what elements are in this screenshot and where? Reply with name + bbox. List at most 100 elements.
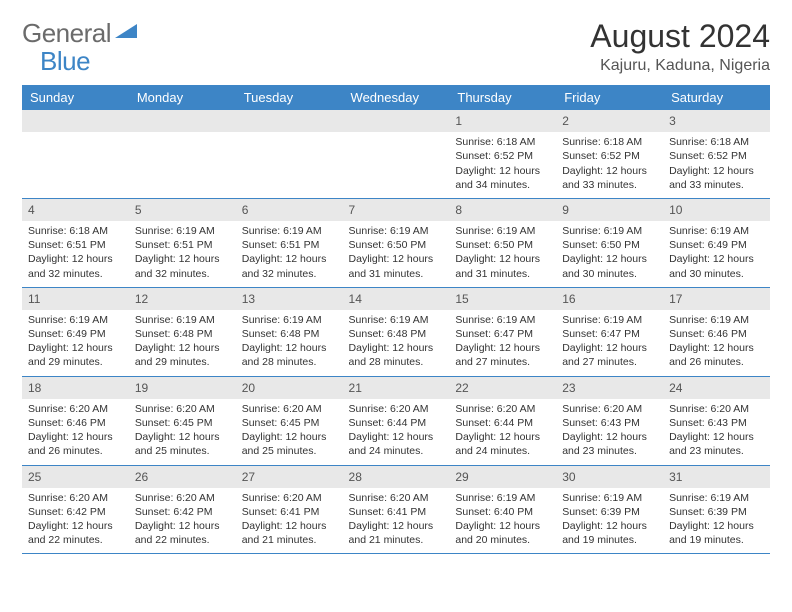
calendar-day-cell: 29Sunrise: 6:19 AMSunset: 6:40 PMDayligh…: [449, 465, 556, 554]
day-number: 18: [22, 377, 129, 399]
calendar-body: 1 Sunrise: 6:18 AMSunset: 6:52 PMDaylight…: [22, 110, 770, 554]
day-content: Sunrise: 6:20 AMSunset: 6:44 PMDaylight:…: [343, 399, 450, 465]
day-content: Sunrise: 6:19 AMSunset: 6:49 PMDaylight:…: [22, 310, 129, 376]
calendar-day-cell: 12Sunrise: 6:19 AMSunset: 6:48 PMDayligh…: [129, 287, 236, 376]
day-number: 10: [663, 199, 770, 221]
day-number: 8: [449, 199, 556, 221]
day-number: 25: [22, 466, 129, 488]
day-number: 7: [343, 199, 450, 221]
day-number: 14: [343, 288, 450, 310]
day-number: 2: [556, 110, 663, 132]
calendar-day-cell: 8Sunrise: 6:19 AMSunset: 6:50 PMDaylight…: [449, 198, 556, 287]
day-content: Sunrise: 6:20 AMSunset: 6:42 PMDaylight:…: [22, 488, 129, 554]
day-number: 12: [129, 288, 236, 310]
day-number: 23: [556, 377, 663, 399]
day-number: 30: [556, 466, 663, 488]
calendar-week-row: 25Sunrise: 6:20 AMSunset: 6:42 PMDayligh…: [22, 465, 770, 554]
day-number: 6: [236, 199, 343, 221]
logo: General: [22, 18, 139, 49]
day-content: Sunrise: 6:19 AMSunset: 6:48 PMDaylight:…: [343, 310, 450, 376]
day-content: Sunrise: 6:19 AMSunset: 6:39 PMDaylight:…: [556, 488, 663, 554]
day-header: Friday: [556, 85, 663, 110]
calendar-day-cell: 20Sunrise: 6:20 AMSunset: 6:45 PMDayligh…: [236, 376, 343, 465]
day-number: 17: [663, 288, 770, 310]
calendar-week-row: 11Sunrise: 6:19 AMSunset: 6:49 PMDayligh…: [22, 287, 770, 376]
calendar-day-cell: 26Sunrise: 6:20 AMSunset: 6:42 PMDayligh…: [129, 465, 236, 554]
day-number: 21: [343, 377, 450, 399]
calendar-day-cell: [343, 110, 450, 198]
day-content: Sunrise: 6:20 AMSunset: 6:43 PMDaylight:…: [663, 399, 770, 465]
day-content: Sunrise: 6:19 AMSunset: 6:39 PMDaylight:…: [663, 488, 770, 554]
calendar-day-cell: 11Sunrise: 6:19 AMSunset: 6:49 PMDayligh…: [22, 287, 129, 376]
day-content: Sunrise: 6:20 AMSunset: 6:41 PMDaylight:…: [343, 488, 450, 554]
day-content: Sunrise: 6:20 AMSunset: 6:43 PMDaylight:…: [556, 399, 663, 465]
day-content: Sunrise: 6:20 AMSunset: 6:46 PMDaylight:…: [22, 399, 129, 465]
calendar-day-cell: 23Sunrise: 6:20 AMSunset: 6:43 PMDayligh…: [556, 376, 663, 465]
day-number: 19: [129, 377, 236, 399]
day-number: 16: [556, 288, 663, 310]
day-number: 5: [129, 199, 236, 221]
day-content: Sunrise: 6:18 AMSunset: 6:51 PMDaylight:…: [22, 221, 129, 287]
day-header: Saturday: [663, 85, 770, 110]
day-content: Sunrise: 6:19 AMSunset: 6:48 PMDaylight:…: [129, 310, 236, 376]
day-content: Sunrise: 6:19 AMSunset: 6:48 PMDaylight:…: [236, 310, 343, 376]
day-content: Sunrise: 6:19 AMSunset: 6:49 PMDaylight:…: [663, 221, 770, 287]
day-header: Monday: [129, 85, 236, 110]
day-content: Sunrise: 6:20 AMSunset: 6:44 PMDaylight:…: [449, 399, 556, 465]
day-content: Sunrise: 6:19 AMSunset: 6:46 PMDaylight:…: [663, 310, 770, 376]
calendar-day-cell: 25Sunrise: 6:20 AMSunset: 6:42 PMDayligh…: [22, 465, 129, 554]
calendar-day-cell: 17Sunrise: 6:19 AMSunset: 6:46 PMDayligh…: [663, 287, 770, 376]
logo-triangle-icon: [115, 22, 137, 45]
empty-day: [22, 110, 129, 132]
location: Kajuru, Kaduna, Nigeria: [590, 57, 770, 75]
calendar-day-cell: 19Sunrise: 6:20 AMSunset: 6:45 PMDayligh…: [129, 376, 236, 465]
day-number: 3: [663, 110, 770, 132]
calendar-day-cell: 2Sunrise: 6:18 AMSunset: 6:52 PMDaylight…: [556, 110, 663, 198]
calendar-day-cell: 3Sunrise: 6:18 AMSunset: 6:52 PMDaylight…: [663, 110, 770, 198]
day-header: Tuesday: [236, 85, 343, 110]
day-number: 20: [236, 377, 343, 399]
day-content: Sunrise: 6:19 AMSunset: 6:50 PMDaylight:…: [449, 221, 556, 287]
day-content: Sunrise: 6:18 AMSunset: 6:52 PMDaylight:…: [663, 132, 770, 198]
calendar-day-cell: 16Sunrise: 6:19 AMSunset: 6:47 PMDayligh…: [556, 287, 663, 376]
day-number: 31: [663, 466, 770, 488]
calendar-day-cell: 27Sunrise: 6:20 AMSunset: 6:41 PMDayligh…: [236, 465, 343, 554]
calendar-day-cell: [22, 110, 129, 198]
day-content: Sunrise: 6:19 AMSunset: 6:47 PMDaylight:…: [556, 310, 663, 376]
logo-text-blue: Blue: [40, 46, 90, 76]
day-content: Sunrise: 6:20 AMSunset: 6:45 PMDaylight:…: [236, 399, 343, 465]
day-number: 29: [449, 466, 556, 488]
calendar-day-cell: 28Sunrise: 6:20 AMSunset: 6:41 PMDayligh…: [343, 465, 450, 554]
logo-blue-wrap: Blue: [40, 46, 90, 77]
calendar-table: SundayMondayTuesdayWednesdayThursdayFrid…: [22, 85, 770, 554]
calendar-day-cell: 10Sunrise: 6:19 AMSunset: 6:49 PMDayligh…: [663, 198, 770, 287]
empty-day: [343, 110, 450, 132]
day-content: Sunrise: 6:19 AMSunset: 6:51 PMDaylight:…: [129, 221, 236, 287]
day-number: 9: [556, 199, 663, 221]
day-content: Sunrise: 6:19 AMSunset: 6:40 PMDaylight:…: [449, 488, 556, 554]
day-header: Sunday: [22, 85, 129, 110]
calendar-day-cell: 15Sunrise: 6:19 AMSunset: 6:47 PMDayligh…: [449, 287, 556, 376]
day-number: 1: [449, 110, 556, 132]
day-number: 26: [129, 466, 236, 488]
day-content: Sunrise: 6:19 AMSunset: 6:50 PMDaylight:…: [343, 221, 450, 287]
calendar-week-row: 1 Sunrise: 6:18 AMSunset: 6:52 PMDaylight…: [22, 110, 770, 198]
day-number: 11: [22, 288, 129, 310]
day-number: 15: [449, 288, 556, 310]
day-number: 27: [236, 466, 343, 488]
calendar-week-row: 18Sunrise: 6:20 AMSunset: 6:46 PMDayligh…: [22, 376, 770, 465]
calendar-day-cell: 24Sunrise: 6:20 AMSunset: 6:43 PMDayligh…: [663, 376, 770, 465]
day-number: 24: [663, 377, 770, 399]
calendar-day-cell: 18Sunrise: 6:20 AMSunset: 6:46 PMDayligh…: [22, 376, 129, 465]
month-title: August 2024: [590, 18, 770, 55]
calendar-day-cell: 6Sunrise: 6:19 AMSunset: 6:51 PMDaylight…: [236, 198, 343, 287]
day-content: Sunrise: 6:19 AMSunset: 6:47 PMDaylight:…: [449, 310, 556, 376]
calendar-week-row: 4Sunrise: 6:18 AMSunset: 6:51 PMDaylight…: [22, 198, 770, 287]
calendar-day-cell: 13Sunrise: 6:19 AMSunset: 6:48 PMDayligh…: [236, 287, 343, 376]
calendar-day-cell: 4Sunrise: 6:18 AMSunset: 6:51 PMDaylight…: [22, 198, 129, 287]
calendar-day-cell: 22Sunrise: 6:20 AMSunset: 6:44 PMDayligh…: [449, 376, 556, 465]
day-header-row: SundayMondayTuesdayWednesdayThursdayFrid…: [22, 85, 770, 110]
calendar-day-cell: 1Sunrise: 6:18 AMSunset: 6:52 PMDaylight…: [449, 110, 556, 198]
day-content: Sunrise: 6:20 AMSunset: 6:41 PMDaylight:…: [236, 488, 343, 554]
calendar-day-cell: 5Sunrise: 6:19 AMSunset: 6:51 PMDaylight…: [129, 198, 236, 287]
